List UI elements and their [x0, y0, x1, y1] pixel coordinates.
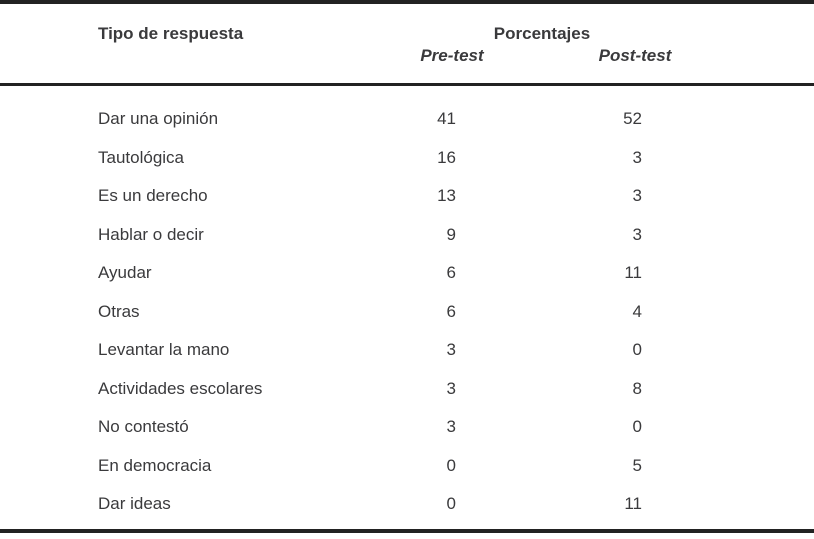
row-label: Hablar o decir — [98, 224, 204, 244]
post-test-value: 0 — [632, 340, 642, 360]
post-test-value: 11 — [624, 494, 642, 514]
pre-test-value: 3 — [446, 378, 456, 398]
column-header-post-test: Post-test — [598, 46, 672, 65]
table-row: Otras 6 4 — [0, 293, 814, 332]
table-body: Dar una opinión 41 52 Tautológica 16 3 Es un d… — [0, 86, 814, 524]
column-header-pre-test: Pre-test — [420, 46, 484, 65]
column-group-header-porcentajes: Porcentajes — [493, 24, 591, 43]
pre-test-value: 6 — [446, 263, 456, 283]
pre-test-value: 9 — [446, 224, 456, 244]
row-label: Dar una opinión — [98, 109, 219, 129]
table-row: Dar una opinión 41 52 — [0, 100, 814, 139]
table-row: Actividades escolares 3 8 — [0, 370, 814, 409]
post-test-value: 3 — [632, 186, 642, 206]
post-test-value: 5 — [632, 455, 642, 475]
post-test-value: 3 — [632, 224, 642, 244]
top-rule — [0, 0, 814, 4]
post-test-value: 11 — [624, 263, 642, 283]
row-label: Es un derecho — [98, 186, 208, 206]
row-label: Tautológica — [98, 147, 185, 167]
post-test-value: 8 — [632, 378, 642, 398]
row-label: En democracia — [98, 455, 212, 475]
post-test-value: 3 — [632, 147, 642, 167]
post-test-value: 52 — [623, 109, 642, 129]
pre-test-value: 6 — [446, 301, 456, 321]
pre-test-value: 0 — [446, 455, 456, 475]
pre-test-value: 16 — [437, 147, 456, 167]
post-test-value: 0 — [632, 417, 642, 437]
table-row: Dar ideas 0 11 — [0, 485, 814, 524]
table-row: Ayudar 6 11 — [0, 254, 814, 293]
row-label: No contestó — [98, 417, 189, 437]
post-test-value: 4 — [632, 301, 642, 321]
table-row: Es un derecho 13 3 — [0, 177, 814, 216]
pre-test-value: 3 — [446, 417, 456, 437]
table-row: No contestó 3 0 — [0, 408, 814, 447]
row-label: Dar ideas — [98, 494, 171, 514]
column-header-tipo-de-respuesta: Tipo de respuesta — [98, 24, 244, 43]
bottom-rule — [0, 529, 814, 533]
pre-test-value: 3 — [446, 340, 456, 360]
row-label: Ayudar — [98, 263, 152, 283]
table-row: Hablar o decir 9 3 — [0, 216, 814, 255]
table-row: En democracia 0 5 — [0, 447, 814, 486]
pre-test-value: 13 — [437, 186, 456, 206]
table-row: Levantar la mano 3 0 — [0, 331, 814, 370]
table-row: Tautológica 16 3 — [0, 139, 814, 178]
row-label: Levantar la mano — [98, 340, 230, 360]
row-label: Actividades escolares — [98, 378, 263, 398]
pre-test-value: 41 — [437, 109, 456, 129]
header-rule — [0, 83, 814, 86]
pre-test-value: 0 — [446, 494, 456, 514]
row-label: Otras — [98, 301, 140, 321]
